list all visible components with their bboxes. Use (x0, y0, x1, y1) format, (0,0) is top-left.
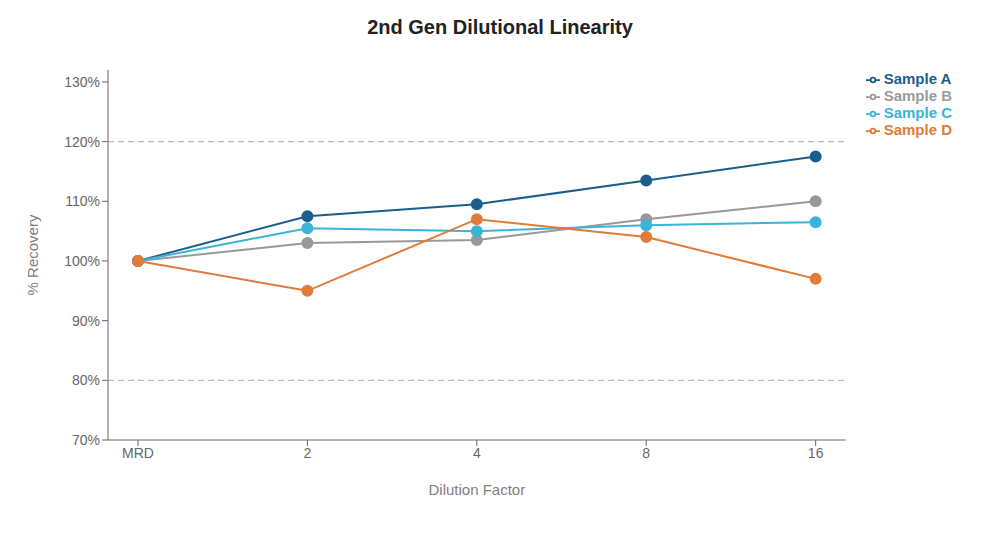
svg-text:Dilution Factor: Dilution Factor (428, 481, 525, 498)
svg-text:110%: 110% (65, 193, 100, 209)
svg-text:16: 16 (808, 445, 824, 461)
svg-text:100%: 100% (64, 253, 100, 269)
svg-text:2: 2 (304, 445, 312, 461)
svg-text:80%: 80% (72, 372, 100, 388)
svg-text:90%: 90% (72, 313, 100, 329)
svg-text:70%: 70% (72, 432, 100, 448)
html-text:Sample A: Sample A (883, 70, 952, 87)
svg-text:% Recovery: % Recovery (24, 214, 41, 295)
html-text:Sample C: Sample C (883, 104, 952, 122)
svg-text:120%: 120% (64, 134, 100, 150)
html-text:Sample B: Sample B (883, 87, 952, 104)
svg-text:MRD: MRD (122, 445, 154, 461)
svg-text:8: 8 (642, 445, 650, 461)
html-text:2nd Gen Dilutional Linearity: 2nd Gen Dilutional Linearity (367, 16, 633, 38)
svg-text:4: 4 (473, 445, 481, 461)
svg-text:130%: 130% (64, 74, 100, 90)
html-text:Sample D: Sample D (883, 121, 952, 139)
